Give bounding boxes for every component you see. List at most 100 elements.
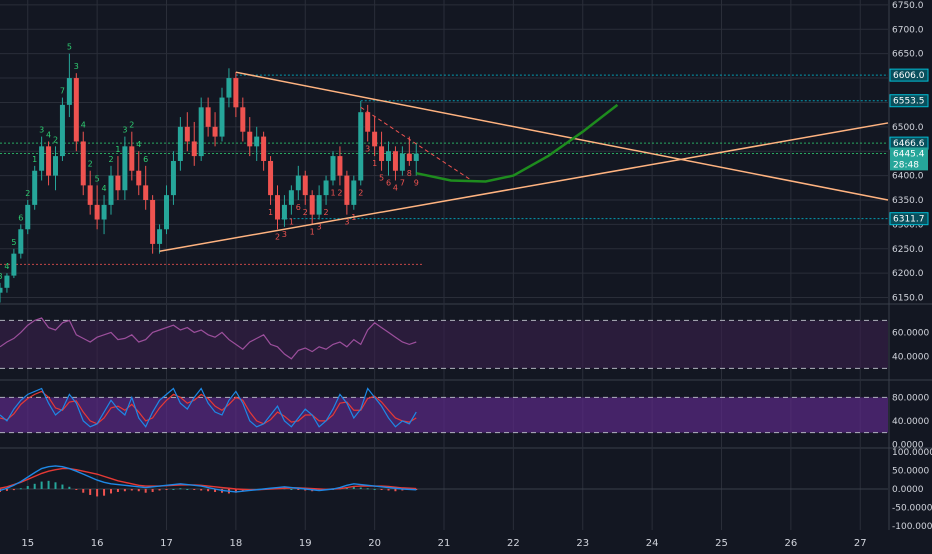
x-tick-label: 20 <box>368 538 381 549</box>
y-tick-label: 6250.0 <box>892 245 924 255</box>
candle-body <box>261 136 267 161</box>
macd-histogram-bar <box>234 489 237 493</box>
td-count-green: 5 <box>11 238 16 247</box>
candle-body <box>46 146 52 176</box>
candle-body <box>330 156 336 181</box>
candle-body <box>302 175 308 196</box>
td-count-green: 7 <box>60 87 65 96</box>
macd-histogram-bar <box>394 489 397 492</box>
macd-histogram-bar <box>387 489 390 491</box>
td-count-green: 3 <box>39 126 44 135</box>
trendline <box>360 106 473 181</box>
td-count-green: 2 <box>129 121 134 130</box>
macd-tick-label: 0.0000 <box>892 485 924 495</box>
y-tick-label: 6500.0 <box>892 123 924 133</box>
price-tag-label: 6466.6 <box>893 139 925 149</box>
candle-body <box>309 195 315 215</box>
stoch-k-line <box>0 387 417 428</box>
macd-histogram-bar <box>290 489 293 490</box>
td-count-red: 1 <box>330 188 335 197</box>
candle-body <box>53 156 58 176</box>
candle-body <box>198 107 204 157</box>
td-count-red: 2 <box>303 208 308 217</box>
x-tick-label: 19 <box>299 538 312 549</box>
td-count-red: 8 <box>407 169 412 178</box>
macd-histogram-bar <box>304 489 307 491</box>
candle-body <box>136 170 142 186</box>
td-count-green: 1 <box>32 155 37 164</box>
td-count-red: 2 <box>324 208 329 217</box>
candle-body <box>143 185 149 200</box>
candle-body <box>226 78 232 98</box>
candle-body <box>115 175 121 191</box>
candle-body <box>80 141 86 186</box>
td-count-green: 2 <box>53 135 58 144</box>
candle-body <box>392 151 398 171</box>
x-tick-label: 21 <box>438 538 451 549</box>
candle-body <box>379 146 385 161</box>
candle-body <box>66 78 72 105</box>
rsi-tick-label: 40.0000 <box>892 352 929 362</box>
macd-histogram-bar <box>165 489 168 490</box>
td-count-red: 1 <box>289 218 294 227</box>
macd-histogram-bar <box>68 486 71 489</box>
macd-histogram-bar <box>297 489 300 490</box>
macd-tick-label: 100.0000 <box>892 448 932 458</box>
td-count-red: 1 <box>310 227 315 236</box>
price-tag-bg <box>889 68 929 82</box>
x-tick-label: 26 <box>785 538 798 549</box>
td-count-green: 5 <box>95 174 100 183</box>
macd-histogram-bar <box>75 489 78 490</box>
candle-body <box>0 287 3 293</box>
td-count-green: 3 <box>122 126 127 135</box>
macd-histogram-bar <box>116 489 119 492</box>
candle-body <box>413 153 419 161</box>
price-tag-bg <box>890 158 928 171</box>
macd-line <box>0 465 417 493</box>
macd-histogram-bar <box>207 489 210 492</box>
candle-body <box>365 112 371 132</box>
td-count-red: 2 <box>358 188 363 197</box>
candle-body <box>129 146 135 171</box>
candle-body <box>351 180 357 205</box>
macd-histogram-bar <box>359 487 362 489</box>
trendline <box>159 122 889 252</box>
td-count-red: 6 <box>386 179 391 188</box>
y-tick-label: 6200.0 <box>892 269 924 279</box>
candle-body <box>219 97 225 137</box>
macd-histogram-bar <box>103 489 106 496</box>
candle-body <box>25 204 31 230</box>
candle-body <box>344 175 350 205</box>
macd-histogram-bar <box>47 480 50 489</box>
td-count-green: 4 <box>81 121 86 130</box>
macd-histogram-bar <box>26 486 29 489</box>
y-tick-label: 6400.0 <box>892 172 924 182</box>
td-count-red: 2 <box>275 232 280 241</box>
candle-body <box>164 195 169 230</box>
candle-body <box>94 204 100 220</box>
x-tick-label: 15 <box>21 538 34 549</box>
td-count-red: 4 <box>393 183 398 192</box>
price-tag-label: 6606.0 <box>893 71 925 81</box>
candle-body <box>150 200 156 244</box>
candle-body <box>281 204 287 220</box>
x-tick-label: 16 <box>91 538 104 549</box>
y-tick-label: 6300.0 <box>892 220 924 230</box>
candle-body <box>170 160 176 196</box>
candle-body <box>247 131 253 147</box>
price-tag-bg <box>889 212 929 226</box>
td-count-green: 1 <box>115 145 120 154</box>
stoch-tick-label: 40.0000 <box>892 417 929 427</box>
candle-body <box>205 107 211 127</box>
td-count-green: 5 <box>67 43 72 52</box>
macd-histogram-bar <box>373 489 376 490</box>
td-count-green: 3 <box>0 272 3 281</box>
td-count-red: 7 <box>400 179 405 188</box>
macd-histogram-bar <box>241 489 244 492</box>
price-tag-label: 28:48 <box>893 160 919 170</box>
macd-histogram-bar <box>130 489 133 491</box>
candle-body <box>275 195 280 220</box>
